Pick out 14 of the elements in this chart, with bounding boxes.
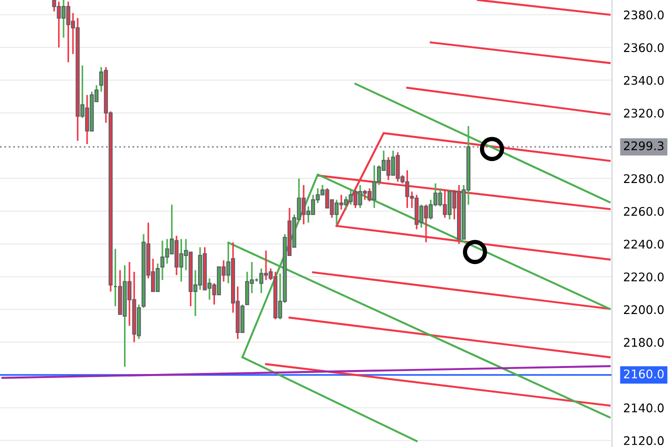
ref-line-label: 2160.0 [624,369,664,378]
y-tick-label: 2260.0 [624,206,664,216]
y-tick-label: 2320.0 [624,108,664,118]
y-tick-label: 2340.0 [624,76,664,85]
ref-line-label: 2299.3 [624,141,664,150]
y-tick-label: 2180.0 [624,338,664,347]
y-tick-label: 2380.0 [624,10,664,20]
y-tick-label: 2280.0 [624,174,664,184]
y-tick-label: 2240.0 [624,240,664,249]
y-tick-label: 2140.0 [624,403,664,412]
y-tick-label: 2120.0 [624,436,664,446]
y-tick-label: 2360.0 [624,43,664,52]
y-tick-label: 2200.0 [624,305,664,314]
y-tick-label: 2220.0 [624,272,664,282]
